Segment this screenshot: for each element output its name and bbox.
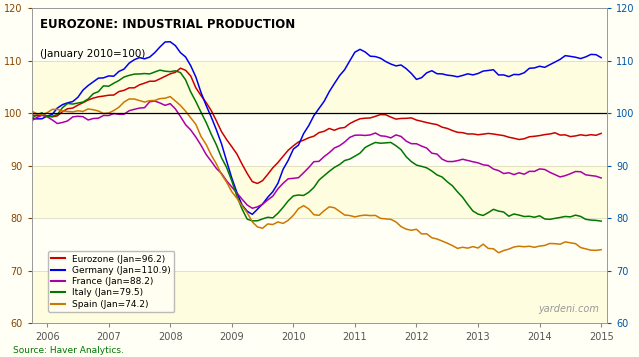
Bar (32, 218, 607, 271)
Text: Source: Haver Analytics.: Source: Haver Analytics. (13, 346, 124, 355)
Text: EUROZONE: INDUSTRIAL PRODUCTION: EUROZONE: INDUSTRIAL PRODUCTION (40, 17, 296, 31)
Text: (January 2010=100): (January 2010=100) (40, 49, 146, 59)
Bar (32, 113, 607, 166)
Legend: Eurozone (Jan=96.2), Germany (Jan=110.9), France (Jan=88.2), Italy (Jan=79.5), S: Eurozone (Jan=96.2), Germany (Jan=110.9)… (48, 251, 174, 312)
Bar (32, 61, 607, 113)
Text: yardeni.com: yardeni.com (538, 304, 599, 314)
Bar (32, 271, 607, 323)
Bar (32, 8, 607, 61)
Bar (32, 166, 607, 218)
